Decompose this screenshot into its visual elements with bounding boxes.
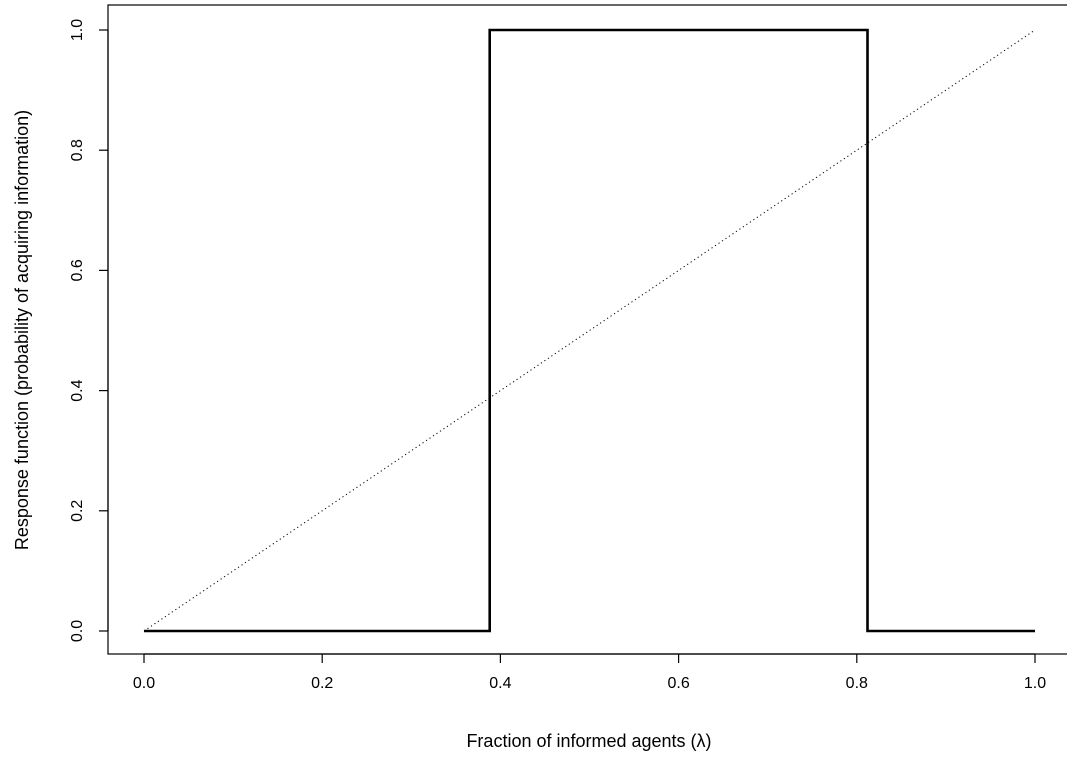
x-tick-label: 0.2 (311, 675, 333, 692)
diagonal-reference-line (143, 29, 1036, 632)
x-tick-label: 0.8 (846, 675, 868, 692)
series-layer (143, 28, 1036, 633)
x-tick-label: 1.0 (1024, 675, 1046, 692)
x-tick-label: 0.4 (489, 675, 511, 692)
x-tick-label: 0.6 (667, 675, 689, 692)
y-tick-label: 0.2 (69, 500, 86, 522)
x-tick-label: 0.0 (133, 675, 155, 692)
y-tick-label: 0.6 (69, 259, 86, 281)
x-axis-label: Fraction of informed agents (λ) (466, 731, 711, 751)
y-tick-label: 0.4 (69, 379, 86, 401)
x-axis: 0.0 0.2 0.4 0.6 0.8 1.0 (133, 653, 1046, 692)
response-function-line (144, 28, 1035, 633)
y-axis: 0.0 0.2 0.4 0.6 0.8 1.0 (69, 19, 109, 642)
y-tick-label: 0.0 (69, 620, 86, 642)
y-tick-label: 1.0 (69, 19, 86, 41)
y-tick-label: 0.8 (69, 139, 86, 161)
y-axis-label: Response function (probability of acquir… (12, 110, 32, 550)
plot-frame (107, 4, 1067, 655)
